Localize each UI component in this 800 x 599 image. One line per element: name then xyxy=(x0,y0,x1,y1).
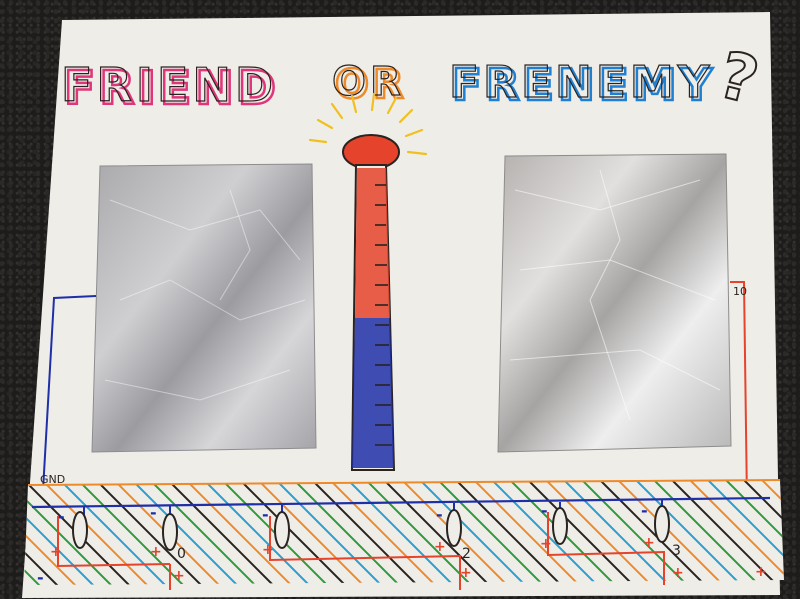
hatch-line xyxy=(329,480,446,585)
hatch-line xyxy=(24,480,50,585)
hatch-line xyxy=(527,480,644,585)
hatch-line xyxy=(275,480,392,585)
hatch-line xyxy=(0,480,13,595)
hatch-line xyxy=(24,480,86,585)
led-6 xyxy=(654,505,670,543)
hatch-line xyxy=(293,480,410,585)
gnd-rail xyxy=(31,496,771,509)
plus-sign: + xyxy=(672,565,684,581)
hatch-line xyxy=(59,480,176,585)
plus-sign: + xyxy=(173,568,185,584)
led-5 xyxy=(552,507,568,545)
plus-sign: + xyxy=(434,539,446,555)
hatch-line xyxy=(455,480,572,585)
led-3 xyxy=(274,511,290,549)
hatch-line xyxy=(437,480,554,585)
right-foil-pad xyxy=(497,153,732,453)
minus-sign: - xyxy=(641,501,648,520)
plus-sign: + xyxy=(755,564,767,580)
hatch-line xyxy=(203,480,320,585)
minus-sign: - xyxy=(58,507,65,526)
hatch-line xyxy=(239,480,356,585)
hatch-line xyxy=(563,480,680,585)
title-word-friend-shadow: FRIEND xyxy=(61,58,277,112)
minus-sign: - xyxy=(541,501,548,520)
label-pin-0: 0 xyxy=(177,546,186,562)
minus-sign: - xyxy=(262,505,269,524)
label-pin-10: 10 xyxy=(733,285,747,298)
minus-sign: - xyxy=(436,505,443,524)
hatch-line xyxy=(509,480,626,585)
hatch-line xyxy=(383,480,500,585)
hatch-line xyxy=(77,480,194,585)
plus-sign: + xyxy=(643,535,655,551)
poster-title: FRIEND FRIEND OR OR FRENEMY FRENEMY ? xyxy=(60,37,766,120)
plus-sign: + xyxy=(262,542,274,558)
plus-sign: + xyxy=(150,544,162,560)
hatch-line xyxy=(347,480,464,585)
hatch-line xyxy=(473,480,590,585)
title-word-or-shadow: OR xyxy=(332,59,405,105)
title-word-frenemy-shadow: FRENEMY xyxy=(449,57,714,108)
plus-sign: + xyxy=(50,544,62,560)
battery-hatch-strip xyxy=(0,480,784,595)
hatch-line xyxy=(167,480,284,585)
led-components xyxy=(72,505,670,551)
hatch-line xyxy=(185,480,302,585)
led-2 xyxy=(162,513,178,551)
minus-sign: - xyxy=(150,503,157,522)
hatch-line xyxy=(419,480,536,585)
led-4 xyxy=(446,509,462,547)
hatch-line xyxy=(365,480,482,585)
plus-sign: + xyxy=(540,536,552,552)
hatch-line xyxy=(257,480,374,585)
title-word-frenemy: FRENEMY xyxy=(452,60,717,111)
hatch-line xyxy=(24,480,68,585)
hatch-line xyxy=(545,480,662,585)
label-pin-2: 2 xyxy=(462,546,471,562)
led-1 xyxy=(72,511,88,549)
left-foil-pad xyxy=(91,163,317,453)
minus-sign: - xyxy=(37,568,44,587)
pin10-wire xyxy=(730,281,749,576)
hatch-line xyxy=(131,480,248,585)
label-gnd: GND xyxy=(40,473,65,486)
hatch-line xyxy=(491,480,608,585)
hatch-line xyxy=(41,480,158,585)
plus-sign: + xyxy=(460,565,472,581)
thermometer-drawing xyxy=(308,92,428,471)
label-pin-3: 3 xyxy=(672,543,681,559)
hatch-line xyxy=(311,480,428,585)
hatch-line xyxy=(24,480,104,585)
title-word-friend: FRIEND xyxy=(64,61,280,115)
hatch-line xyxy=(149,480,266,585)
hatch-line xyxy=(95,480,212,585)
